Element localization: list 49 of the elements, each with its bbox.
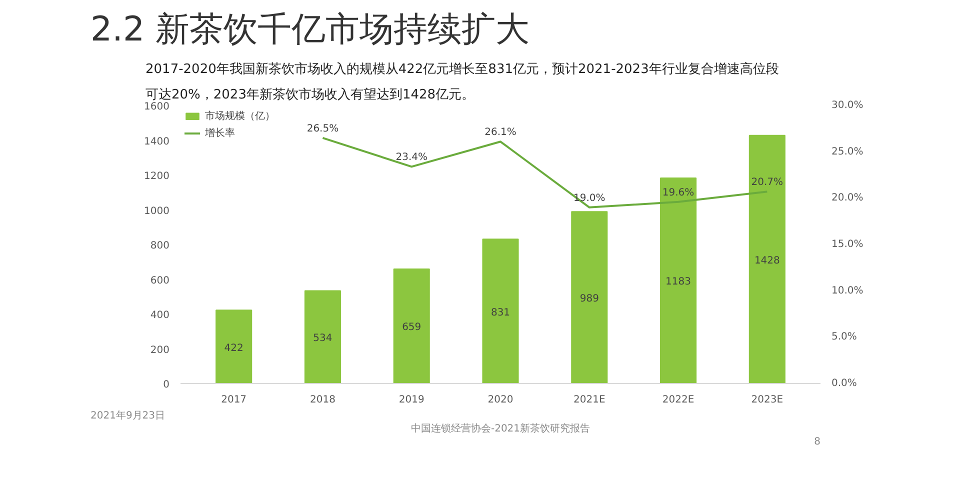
x-tick-label: 2020 [488, 394, 514, 406]
legend-label: 增长率 [205, 126, 235, 140]
y-tick-label: 200 [150, 344, 170, 356]
data-label: 989 [580, 294, 599, 305]
data-label: 831 [490, 307, 510, 318]
x-tick-label: 2022E [662, 394, 694, 406]
data-label: 26.5% [306, 123, 339, 134]
y-tick-label: 0 [163, 380, 170, 390]
x-tick-label: 2023E [751, 394, 784, 406]
y2-tick-label: 20.0% [832, 192, 864, 204]
x-tick-label: 2021E [574, 394, 606, 406]
bar [482, 238, 519, 384]
y-tick-label: 600 [150, 275, 170, 286]
legend-label: 市场规模（亿） [205, 110, 275, 123]
data-label: 422 [224, 342, 244, 354]
text: 中国连锁经营协会-2021新茶饮研究报告 [410, 422, 590, 434]
data-label: 659 [402, 322, 422, 334]
y2-tick-label: 15.0% [832, 239, 864, 250]
data-label: 20.7% [751, 177, 784, 188]
data-label: 19.6% [662, 187, 694, 198]
x-tick-label: 2017 [221, 394, 247, 406]
y2-tick-label: 5.0% [832, 332, 857, 343]
x-tick-label: 2019 [398, 394, 424, 406]
data-label: 1428 [754, 255, 780, 266]
data-label: 534 [313, 333, 332, 344]
bar [393, 268, 430, 384]
chart-title: 2.2 新茶饮千亿市场持续扩大 [90, 10, 530, 50]
chart-subtitle: 2017-2020年我国新茶饮市场收入的规模从422亿元增长至831亿元，预计2021-2023年行业复合增速高位段可达20%，2023年新茶饮市场收入有望达到1428亿元。 [146, 61, 779, 102]
bar [748, 134, 786, 384]
data-label: 26.1% [484, 127, 516, 138]
bar [571, 211, 608, 384]
bar [304, 290, 341, 384]
y-tick-label: 1400 [144, 136, 170, 148]
data-label: 1183 [666, 276, 692, 288]
y-tick-label: 800 [150, 240, 170, 252]
text: 2021年9月23日 [90, 410, 166, 422]
y-tick-label: 1200 [144, 171, 170, 182]
text: 8 [814, 436, 821, 448]
bar [660, 177, 697, 384]
data-label: 23.4% [396, 152, 428, 164]
y2-tick-label: 25.0% [832, 146, 864, 158]
y2-tick-label: 0.0% [832, 378, 857, 389]
y-tick-label: 1600 [144, 102, 170, 112]
y-tick-label: 400 [150, 310, 170, 321]
y2-tick-label: 10.0% [832, 285, 864, 296]
x-tick-label: 2018 [310, 394, 336, 406]
y-tick-label: 1000 [144, 206, 170, 217]
y2-tick-label: 30.0% [832, 100, 864, 111]
bar [216, 310, 252, 384]
